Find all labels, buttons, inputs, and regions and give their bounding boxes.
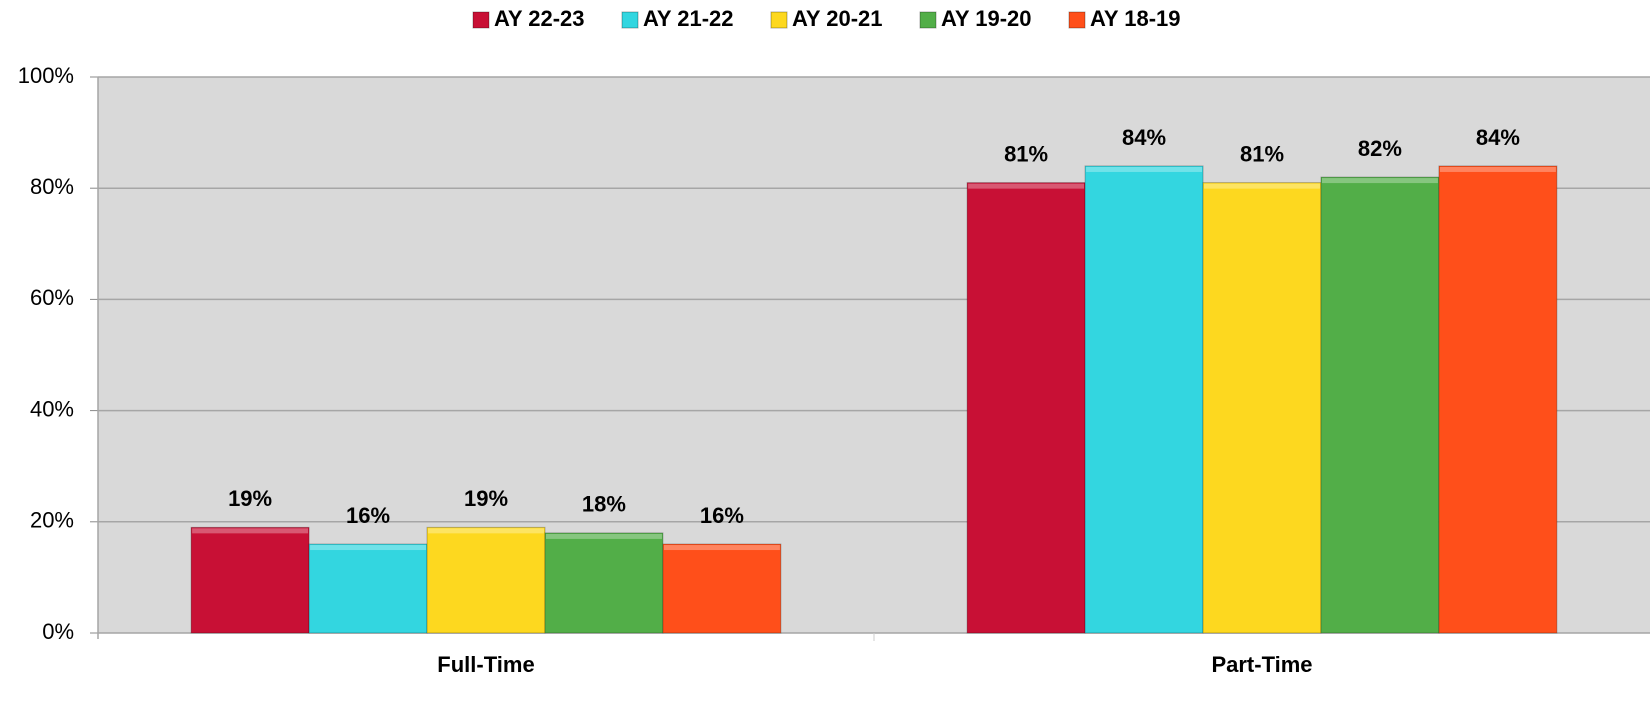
value-label: 16% (700, 503, 744, 528)
y-tick-label: 0% (42, 619, 74, 644)
value-label: 82% (1358, 136, 1402, 161)
x-tick-label: Full-Time (437, 652, 534, 677)
bar-highlight (1086, 166, 1203, 172)
bar-highlight (1204, 183, 1320, 189)
legend-label: AY 21-22 (643, 6, 734, 31)
bar (1084, 165, 1204, 634)
bar (544, 532, 664, 634)
bar-highlight (545, 533, 662, 539)
bar (662, 543, 782, 634)
bar-highlight (968, 183, 1085, 189)
bar-highlight (428, 528, 544, 534)
value-label: 81% (1240, 141, 1284, 166)
bar-highlight (1321, 178, 1438, 184)
y-tick-label: 100% (18, 63, 74, 88)
value-label: 84% (1476, 125, 1520, 150)
value-label: 19% (228, 486, 272, 511)
bar (426, 526, 546, 634)
legend-swatch (621, 11, 639, 29)
value-label: 18% (582, 492, 626, 517)
bar (1320, 176, 1440, 634)
value-label: 84% (1122, 125, 1166, 150)
value-label: 81% (1004, 141, 1048, 166)
bar (308, 543, 428, 634)
bar (1438, 165, 1558, 634)
legend-label: AY 20-21 (792, 6, 883, 31)
legend-swatch (1068, 11, 1086, 29)
legend-label: AY 19-20 (941, 6, 1032, 31)
bar (966, 182, 1086, 634)
bar-highlight (192, 528, 309, 534)
value-label: 19% (464, 486, 508, 511)
bar-highlight (1439, 166, 1556, 172)
bar (1202, 182, 1322, 634)
y-tick-label: 80% (30, 174, 74, 199)
legend-label: AY 22-23 (494, 6, 585, 31)
x-tick-label: Part-Time (1211, 652, 1312, 677)
bar-highlight (663, 545, 780, 551)
legend-swatch (770, 11, 788, 29)
y-tick-label: 20% (30, 508, 74, 533)
y-tick-label: 60% (30, 285, 74, 310)
bar (190, 526, 310, 634)
bar-highlight (310, 545, 427, 551)
legend-label: AY 18-19 (1090, 6, 1181, 31)
legend-swatch (919, 11, 937, 29)
y-tick-label: 40% (30, 396, 74, 421)
value-label: 16% (346, 503, 390, 528)
legend-swatch (472, 11, 490, 29)
